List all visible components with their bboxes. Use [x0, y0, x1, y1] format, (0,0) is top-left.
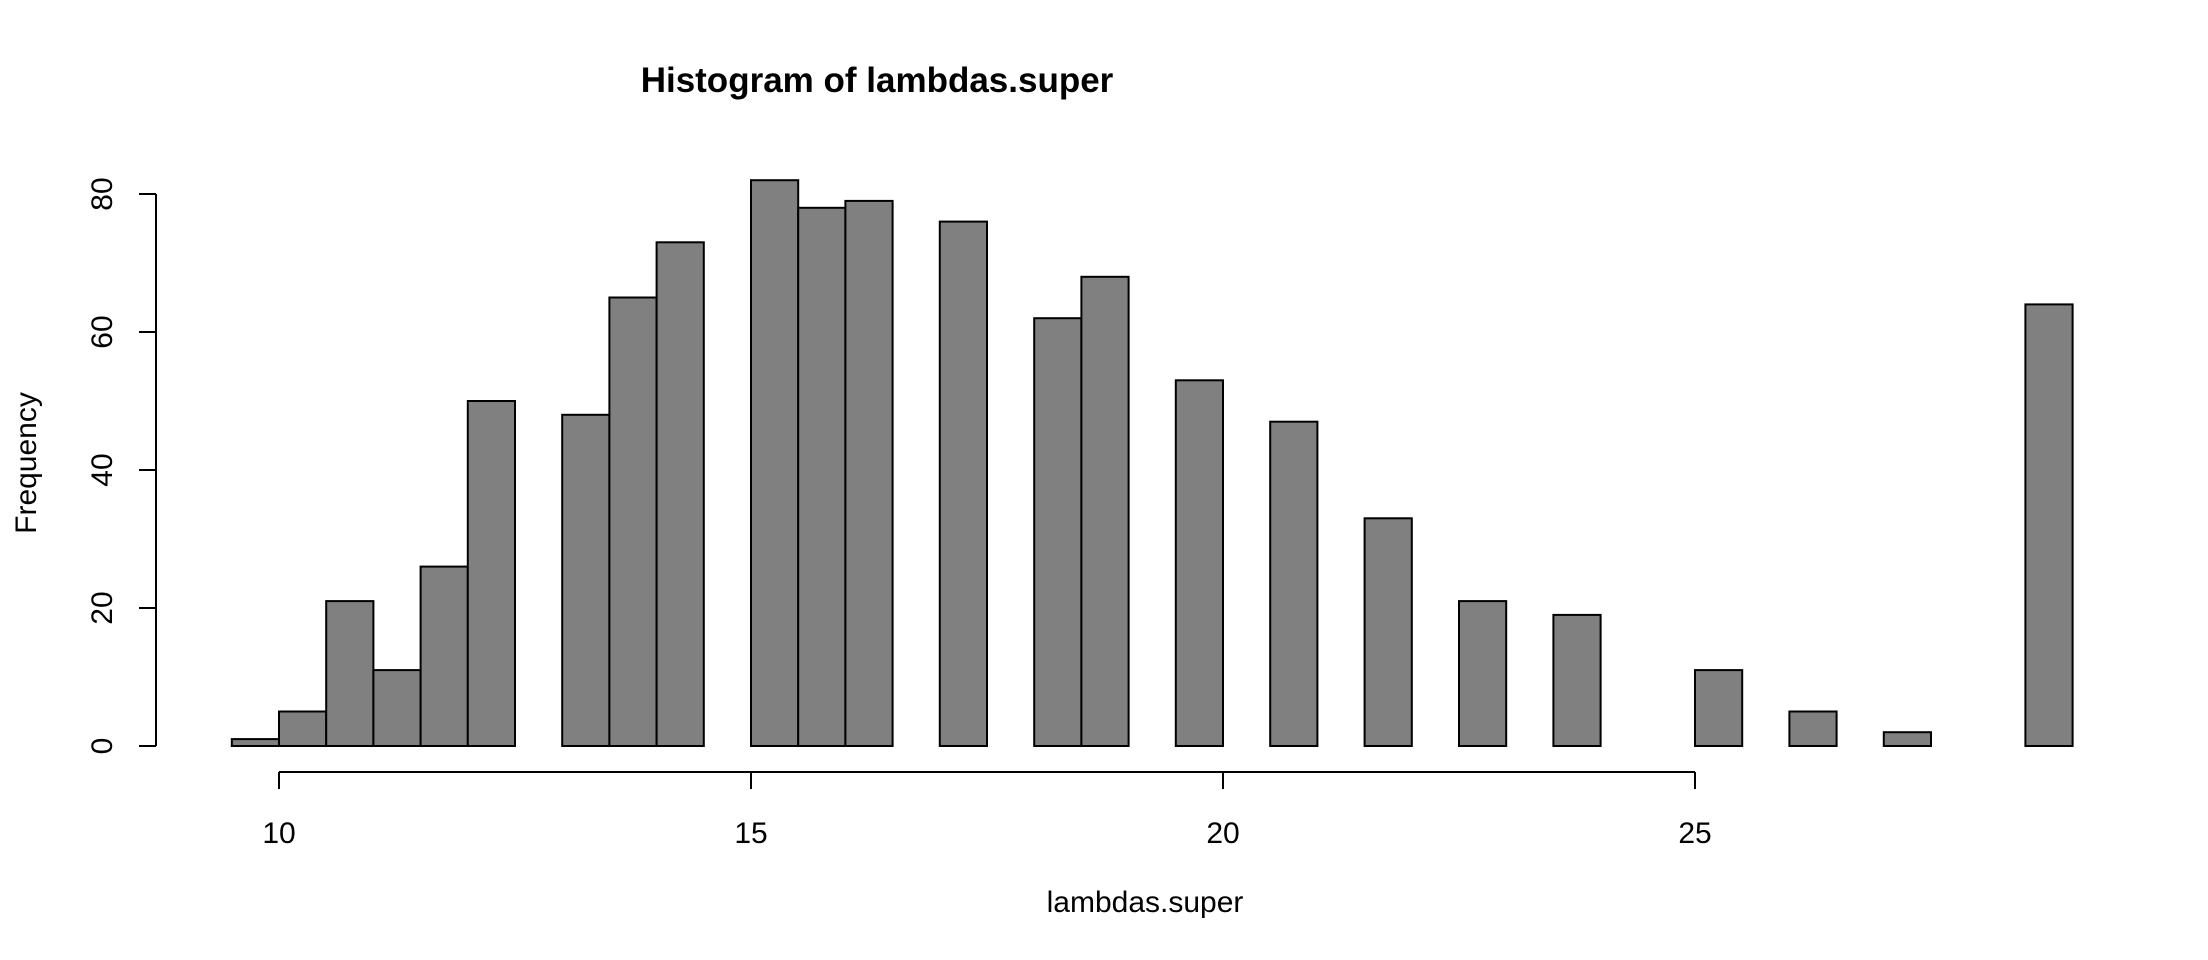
x-tick-label: 25 — [1678, 817, 1711, 850]
histogram-bar — [1033, 317, 1083, 747]
y-axis: 0 20 40 60 80 — [86, 177, 157, 755]
histogram-bar — [1788, 710, 1838, 747]
histogram-bar — [1080, 275, 1130, 747]
histogram-bar — [797, 206, 847, 748]
histogram-bar — [561, 413, 611, 747]
histogram-bar — [230, 738, 281, 747]
histogram-bar — [1882, 731, 1933, 748]
y-tick-label: 40 — [86, 453, 119, 486]
histogram-bar — [750, 179, 800, 747]
histogram-bar — [372, 669, 422, 747]
histogram-bar — [1363, 517, 1413, 747]
y-tick-label: 20 — [86, 591, 119, 624]
y-tick-label: 0 — [86, 738, 119, 755]
histogram-bar — [1552, 613, 1602, 748]
x-tick-label: 15 — [734, 817, 767, 850]
bars-group — [230, 179, 2074, 748]
histogram-bar — [325, 600, 375, 747]
histogram-bar — [844, 199, 894, 747]
y-axis-label: Frequency — [10, 392, 43, 534]
histogram-bar — [419, 565, 469, 747]
histogram-bar — [1174, 379, 1225, 747]
y-tick-label: 60 — [86, 315, 119, 348]
x-axis-label: lambdas.super — [1047, 886, 1244, 919]
chart-title: Histogram of lambdas.super — [641, 61, 1114, 100]
x-tick-label: 10 — [262, 817, 295, 850]
histogram-bar — [2024, 303, 2074, 747]
y-tick-label: 80 — [86, 177, 119, 210]
histogram-bar — [655, 241, 705, 748]
x-tick-label: 20 — [1206, 817, 1239, 850]
histogram-bar — [466, 400, 516, 747]
x-axis: 10 15 20 25 — [262, 771, 1712, 850]
histogram-bar — [1458, 600, 1508, 747]
histogram-bar — [278, 710, 328, 747]
histogram-bar — [1694, 669, 1744, 747]
histogram-bar — [608, 296, 658, 747]
histogram-bar — [1269, 420, 1319, 747]
histogram-bar — [938, 220, 988, 748]
